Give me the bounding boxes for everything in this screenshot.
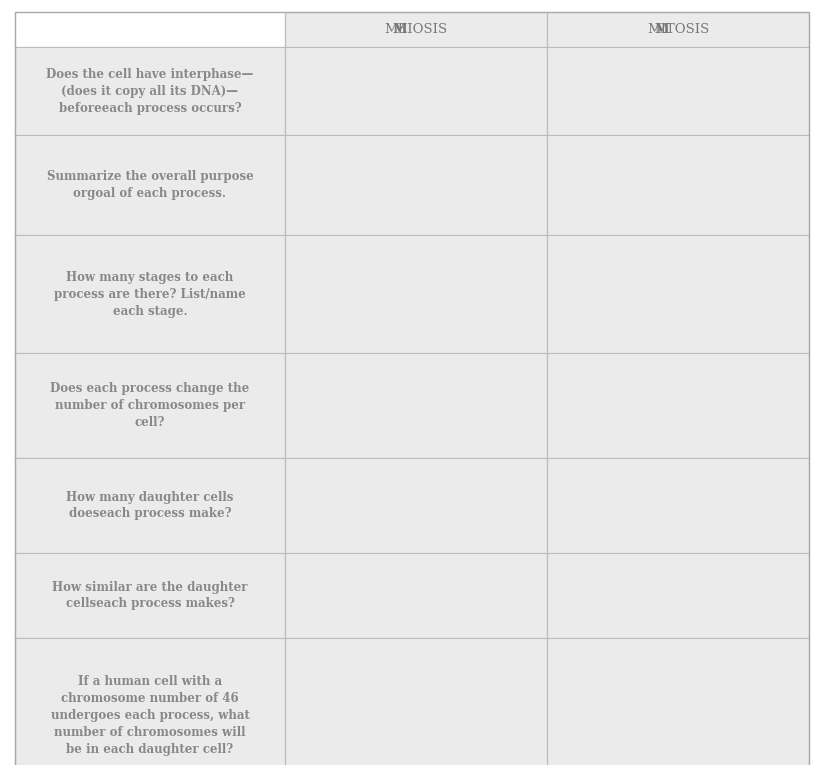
Bar [547, 353, 809, 458]
Text: How many daughter cells
doeseach process make?: How many daughter cells doeseach process… [66, 490, 234, 520]
Bar [285, 353, 547, 458]
Text: MITOSIS: MITOSIS [647, 23, 709, 36]
Text: MEIOSIS: MEIOSIS [385, 23, 447, 36]
Bar [285, 12, 547, 47]
Bar [15, 553, 285, 638]
Bar [15, 353, 285, 458]
Bar [547, 135, 809, 235]
Text: M: M [654, 23, 669, 36]
Text: Does each process change the
number of chromosomes per
cell?: Does each process change the number of c… [50, 382, 250, 429]
Bar [547, 47, 809, 135]
Bar [15, 135, 285, 235]
Bar [547, 235, 809, 353]
Bar [547, 458, 809, 553]
Bar [285, 638, 547, 765]
Text: If a human cell with a
chromosome number of 46
undergoes each process, what
numb: If a human cell with a chromosome number… [50, 675, 250, 756]
Bar [285, 135, 547, 235]
Bar [15, 47, 285, 135]
Text: How similar are the daughter
cellseach process makes?: How similar are the daughter cellseach p… [52, 581, 248, 610]
Bar [285, 553, 547, 638]
Bar [547, 638, 809, 765]
Bar [15, 638, 285, 765]
Bar [285, 47, 547, 135]
Bar [15, 235, 285, 353]
Text: M: M [392, 23, 407, 36]
Text: Does the cell have interphase—
(does it copy all its DNA)—
beforeeach process oc: Does the cell have interphase— (does it … [46, 67, 254, 115]
Text: How many stages to each
process are there? List/name
each stage.: How many stages to each process are ther… [54, 271, 246, 317]
Bar [15, 458, 285, 553]
Bar [547, 553, 809, 638]
Text: Summarize the overall purpose
orgoal of each process.: Summarize the overall purpose orgoal of … [47, 170, 253, 200]
Bar [285, 458, 547, 553]
Bar [285, 235, 547, 353]
Bar [15, 12, 285, 47]
Bar [547, 12, 809, 47]
